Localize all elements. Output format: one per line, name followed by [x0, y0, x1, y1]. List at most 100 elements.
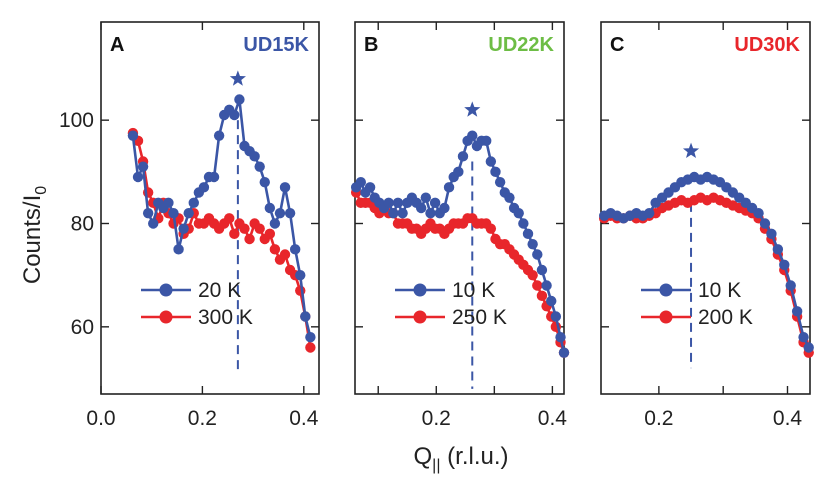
- data-point: [536, 290, 548, 302]
- peak-star-icon: [682, 142, 700, 159]
- data-point: [803, 342, 814, 353]
- data-point: [555, 331, 566, 343]
- data-point: [132, 171, 144, 183]
- x-tick-label: 0.4: [538, 407, 568, 430]
- series-20k: [127, 94, 316, 343]
- legend: 10 K 250 K: [395, 279, 507, 329]
- legend-swatch-marker: [159, 310, 173, 324]
- data-point: [522, 228, 534, 240]
- panels: 0.0 0.2 0.4 60 80 100 20 K 300 K A UD15K 0.2 0.4 10 …: [59, 21, 814, 430]
- data-point: [198, 182, 210, 193]
- data-point: [392, 197, 404, 209]
- data-point: [364, 182, 376, 193]
- panel-letter: B: [364, 34, 378, 56]
- data-point: [148, 218, 159, 229]
- data-point: [173, 244, 184, 255]
- plot-frame: [354, 21, 565, 395]
- legend-swatch-marker: [413, 310, 427, 324]
- data-point: [264, 202, 276, 214]
- data-point: [467, 130, 478, 141]
- data-point: [644, 207, 655, 219]
- data-point: [772, 244, 784, 255]
- data-point: [279, 182, 291, 193]
- data-point: [244, 233, 255, 245]
- data-point: [532, 249, 543, 260]
- sample-label: UD30K: [734, 34, 800, 56]
- x-axis-title: Q|| (r.l.u.): [414, 443, 509, 474]
- x-tick-label: 0.4: [289, 407, 319, 430]
- x-axis-title-main: Q: [414, 443, 433, 470]
- plot-frame: [600, 21, 811, 395]
- data-point: [178, 223, 189, 234]
- series-10k: [599, 171, 814, 353]
- y-tick-label: 100: [59, 109, 94, 132]
- data-point: [550, 311, 562, 322]
- peak-star-icon: [229, 70, 246, 86]
- legend-swatch-marker: [659, 283, 673, 297]
- data-point: [383, 197, 394, 209]
- panel-letter: A: [110, 34, 124, 56]
- data-point: [558, 347, 570, 358]
- legend-label: 10 K: [698, 279, 741, 302]
- data-point: [443, 182, 455, 193]
- data-point: [229, 228, 240, 240]
- data-point: [269, 244, 281, 255]
- data-point: [284, 207, 296, 219]
- data-point: [295, 285, 306, 296]
- data-point: [457, 151, 469, 162]
- data-point: [224, 213, 235, 224]
- y-axis-title: Counts/I0: [19, 186, 50, 284]
- plot-frame: [100, 21, 320, 395]
- data-point: [453, 166, 464, 178]
- data-point: [355, 176, 367, 188]
- data-point: [420, 192, 432, 203]
- x-tick-label: 0.4: [773, 407, 803, 430]
- legend-label: 250 K: [452, 306, 507, 329]
- data-point: [753, 207, 764, 219]
- data-point: [504, 192, 515, 203]
- data-point: [527, 269, 538, 281]
- data-point: [791, 306, 803, 317]
- data-point: [439, 202, 450, 214]
- peak-star-icon: [464, 101, 481, 117]
- data-point: [163, 197, 174, 209]
- sample-label: UD22K: [488, 34, 554, 56]
- data-point: [766, 228, 777, 240]
- data-point: [300, 311, 311, 322]
- data-point: [295, 269, 306, 281]
- data-point: [274, 207, 286, 219]
- x-tick-label: 0.2: [422, 407, 451, 430]
- panel-b: 0.2 0.4 10 K 250 K B UD22K: [350, 21, 570, 430]
- panel-a: 0.0 0.2 0.4 60 80 100 20 K 300 K A UD15K: [59, 21, 320, 430]
- data-point: [254, 223, 265, 234]
- panel-letter: C: [610, 34, 624, 56]
- data-point: [485, 223, 497, 234]
- data-point: [279, 249, 291, 260]
- data-point: [254, 161, 265, 172]
- sample-label: UD15K: [243, 34, 309, 56]
- data-point: [208, 171, 220, 183]
- x-tick-label: 0.2: [644, 407, 673, 430]
- legend: 10 K 200 K: [641, 279, 753, 329]
- legend: 20 K 300 K: [141, 279, 253, 329]
- data-point: [183, 207, 194, 219]
- legend-label: 300 K: [198, 306, 253, 329]
- data-point: [259, 176, 270, 188]
- data-point: [429, 197, 441, 209]
- data-point: [234, 94, 245, 105]
- data-point: [249, 151, 260, 162]
- x-tick-label: 0.2: [188, 407, 217, 430]
- data-point: [213, 130, 225, 141]
- data-point: [188, 197, 199, 209]
- data-point: [397, 207, 408, 219]
- data-point: [481, 135, 492, 147]
- data-point: [305, 331, 316, 343]
- data-point: [759, 218, 771, 229]
- y-axis-title-main: Counts/I: [19, 195, 46, 284]
- data-point: [536, 264, 548, 276]
- data-point: [527, 238, 538, 250]
- data-point: [518, 218, 529, 229]
- x-axis-title-units: (r.l.u.): [440, 443, 508, 470]
- data-point: [425, 207, 436, 219]
